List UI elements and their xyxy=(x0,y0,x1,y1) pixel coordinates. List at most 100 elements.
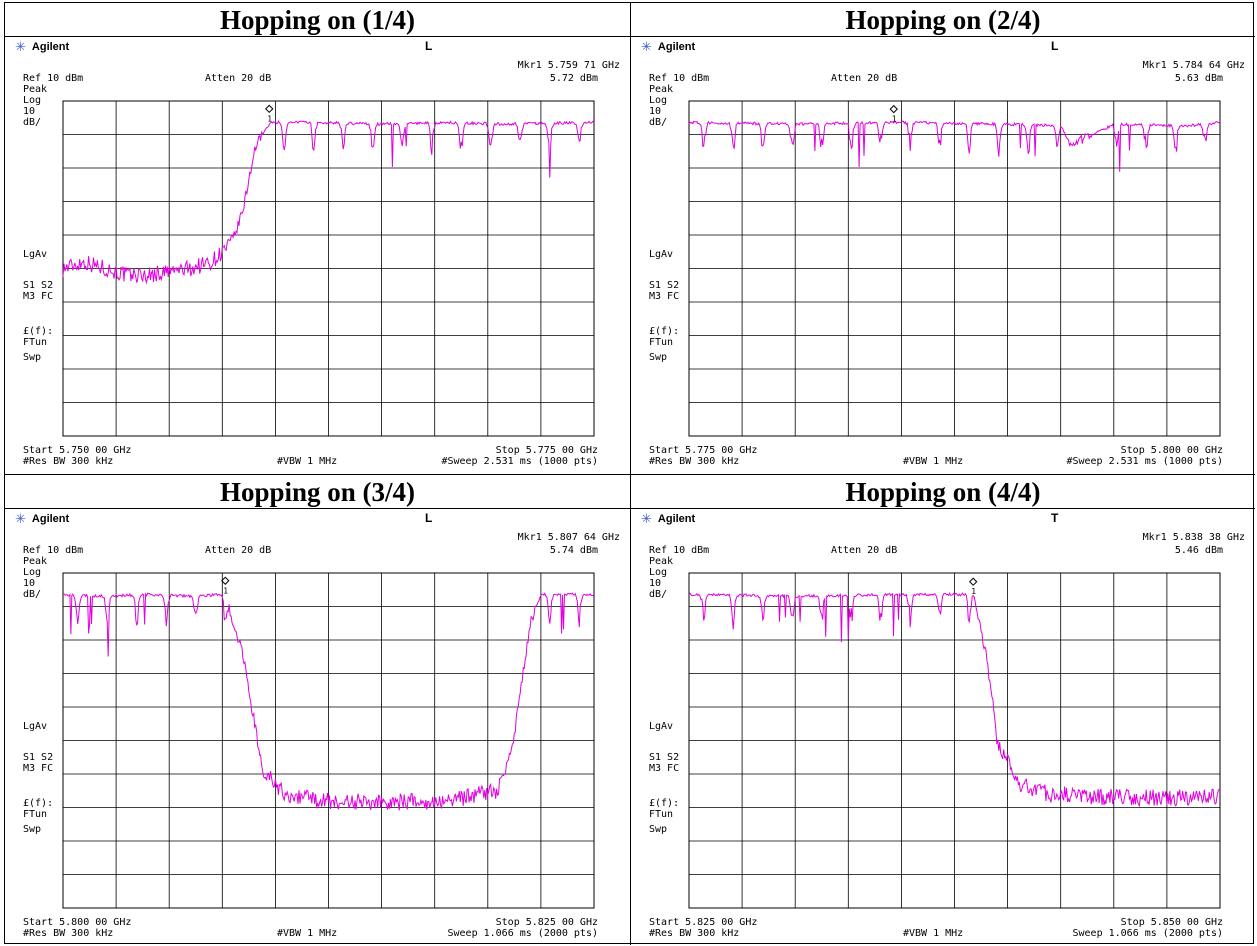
marker-readout: Mkr1 5.838 38 GHz xyxy=(1142,532,1245,543)
video-bandwidth: #VBW 1 MHz xyxy=(903,456,964,467)
marker-diamond-icon xyxy=(221,576,230,585)
video-bandwidth: #VBW 1 MHz xyxy=(277,456,338,467)
side-label: Swp xyxy=(649,824,668,835)
marker-number: 1 xyxy=(971,587,976,596)
side-label: FTun xyxy=(23,809,48,820)
brand-name: Agilent xyxy=(31,41,70,53)
stop-frequency: Stop 5.775 00 GHz xyxy=(495,445,598,456)
panel-title: Hopping on (2/4) xyxy=(631,3,1255,37)
spectrum-panel: Hopping on (1/4) ✳ Agilent L Mkr1 5.759 71 G… xyxy=(5,3,630,474)
mode-letter: T xyxy=(1051,511,1059,525)
brand-name: Agilent xyxy=(657,41,696,53)
marker-diamond-icon xyxy=(265,104,274,114)
agilent-logo: ✳ Agilent xyxy=(15,39,70,54)
side-label: 10 xyxy=(23,106,36,117)
mode-letter: L xyxy=(425,39,433,53)
sweep-time: #Sweep 2.531 ms (1000 pts) xyxy=(441,456,598,467)
side-label: Swp xyxy=(23,352,42,363)
side-label: £(f): xyxy=(649,798,680,809)
agilent-star-icon: ✳ xyxy=(641,39,652,54)
side-label: Log xyxy=(23,567,42,578)
side-label: M3 FC xyxy=(649,763,680,774)
mode-letter: L xyxy=(425,511,433,525)
sweep-time: Sweep 1.066 ms (2000 pts) xyxy=(447,928,598,939)
side-label: dB/ xyxy=(649,117,668,128)
marker-number: 1 xyxy=(267,114,272,123)
start-frequency: Start 5.775 00 GHz xyxy=(649,445,758,456)
start-frequency: Start 5.750 00 GHz xyxy=(23,445,132,456)
side-label: LgAv xyxy=(649,721,674,732)
sweep-time: Sweep 1.066 ms (2000 pts) xyxy=(1072,928,1223,939)
spectrum-panel-grid: Hopping on (1/4) ✳ Agilent L Mkr1 5.759 71 G… xyxy=(4,2,1255,945)
attenuation: Atten 20 dB xyxy=(831,73,898,84)
marker-diamond-icon xyxy=(968,577,978,586)
brand-name: Agilent xyxy=(31,513,70,525)
agilent-logo: ✳ Agilent xyxy=(641,511,696,526)
start-frequency: Start 5.825 00 GHz xyxy=(649,917,758,928)
side-label: M3 FC xyxy=(23,291,54,302)
plot-frame xyxy=(62,572,595,909)
start-frequency: Start 5.800 00 GHz xyxy=(23,917,132,928)
agilent-star-icon: ✳ xyxy=(641,511,652,526)
plot-frame xyxy=(688,572,1221,909)
marker-readout: Mkr1 5.784 64 GHz xyxy=(1142,60,1245,71)
spectrum-panel: Hopping on (4/4) ✳ Agilent T Mkr1 5.838 38 G… xyxy=(630,474,1255,945)
side-label: Peak xyxy=(649,556,674,567)
panel-title: Hopping on (1/4) xyxy=(5,3,630,37)
side-label: S1 S2 xyxy=(23,280,54,291)
side-label: Swp xyxy=(23,824,42,835)
spectrum-plot: 1 xyxy=(688,572,1221,909)
spectrum-panel: Hopping on (3/4) ✳ Agilent L Mkr1 5.807 64 G… xyxy=(5,474,630,945)
mode-letter: L xyxy=(1051,39,1059,53)
resolution-bandwidth: #Res BW 300 kHz xyxy=(23,928,114,939)
stop-frequency: Stop 5.825 00 GHz xyxy=(495,917,598,928)
marker-level: 5.72 dBm xyxy=(549,73,598,84)
spectrum-trace xyxy=(62,592,595,811)
brand-name: Agilent xyxy=(657,513,696,525)
plot-frame xyxy=(62,100,595,437)
side-label: £(f): xyxy=(23,326,54,337)
video-bandwidth: #VBW 1 MHz xyxy=(277,928,338,939)
spectrum-plot: 1 xyxy=(62,100,595,437)
side-label: S1 S2 xyxy=(649,752,680,763)
spectrum-plot: 1 xyxy=(688,100,1221,437)
side-label: LgAv xyxy=(23,721,48,732)
marker-level: 5.74 dBm xyxy=(549,545,598,556)
side-label: dB/ xyxy=(23,117,42,128)
panel-title: Hopping on (3/4) xyxy=(5,475,630,509)
side-label: £(f): xyxy=(649,326,680,337)
side-label: 10 xyxy=(649,106,662,117)
reference-level: Ref 10 dBm xyxy=(649,73,710,84)
spectrum-trace xyxy=(688,120,1221,172)
side-label: 10 xyxy=(649,578,662,589)
side-label: S1 S2 xyxy=(649,280,680,291)
resolution-bandwidth: #Res BW 300 kHz xyxy=(649,456,740,467)
side-label: Peak xyxy=(23,84,48,95)
side-label: LgAv xyxy=(649,249,674,260)
attenuation: Atten 20 dB xyxy=(205,73,272,84)
spectrum-trace xyxy=(688,591,1221,808)
marker-diamond-icon xyxy=(889,104,898,114)
reference-level: Ref 10 dBm xyxy=(649,545,710,556)
marker-number: 1 xyxy=(223,586,228,595)
side-label: £(f): xyxy=(23,798,54,809)
spectrum-plot: 1 xyxy=(62,572,595,909)
marker-readout: Mkr1 5.807 64 GHz xyxy=(517,532,620,543)
stop-frequency: Stop 5.850 00 GHz xyxy=(1120,917,1223,928)
video-bandwidth: #VBW 1 MHz xyxy=(903,928,964,939)
reference-level: Ref 10 dBm xyxy=(23,545,84,556)
marker-readout: Mkr1 5.759 71 GHz xyxy=(517,60,620,71)
side-label: Swp xyxy=(649,352,668,363)
side-label: FTun xyxy=(649,809,674,820)
resolution-bandwidth: #Res BW 300 kHz xyxy=(649,928,740,939)
agilent-logo: ✳ Agilent xyxy=(15,511,70,526)
spectrum-trace xyxy=(62,120,595,285)
side-label: Peak xyxy=(23,556,48,567)
side-label: Log xyxy=(649,567,668,578)
attenuation: Atten 20 dB xyxy=(831,545,898,556)
side-label: M3 FC xyxy=(23,763,54,774)
side-label: S1 S2 xyxy=(23,752,54,763)
side-label: 10 xyxy=(23,578,36,589)
sweep-time: #Sweep 2.531 ms (1000 pts) xyxy=(1066,456,1223,467)
side-label: Log xyxy=(23,95,42,106)
